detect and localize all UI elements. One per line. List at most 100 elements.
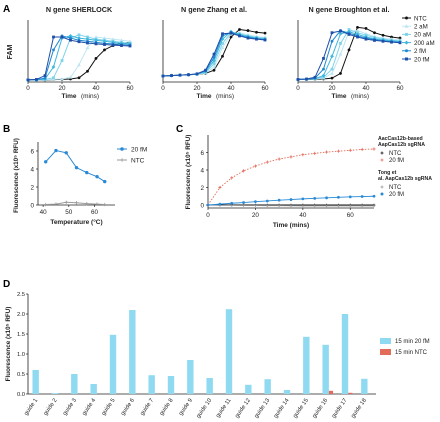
a3-point-5-9	[373, 39, 376, 42]
a1-point-4-5	[69, 36, 72, 40]
d-bar-0-7	[167, 376, 175, 394]
a3-point-5-5	[339, 29, 342, 33]
d-xtick-label-17: guide 18	[350, 398, 368, 420]
d-ytick-label-4: 2.0	[17, 312, 25, 318]
a1-point-2-7	[86, 35, 89, 39]
c-point-3-2	[230, 201, 234, 205]
c-point-1-3	[241, 169, 246, 173]
a3-point-2-4	[330, 67, 334, 71]
b-point-0-2	[64, 151, 68, 155]
c-point-1-8	[301, 153, 305, 157]
d-xtick-label-3: guide 4	[81, 397, 97, 417]
a1-xlabel: Time	[61, 93, 76, 100]
c-point-2-10	[325, 204, 328, 208]
a1-ylabel: FAM	[7, 44, 14, 59]
a-legend-label-1: 2 aM	[414, 24, 428, 31]
a1-point-1-4	[60, 77, 64, 81]
d-xtick-label-0: guide 1	[23, 398, 39, 417]
d-xtick-label-15: guide 16	[312, 398, 330, 420]
a3-point-0-7	[356, 25, 359, 29]
d-bar-0-10	[225, 309, 233, 394]
d-ytick-label-0: 0.0	[17, 392, 25, 398]
d-bar-0-5	[129, 310, 136, 394]
d-bar-0-2	[71, 374, 78, 394]
c-point-2-8	[301, 204, 305, 208]
d-bar-0-0	[32, 370, 39, 394]
d-xtick-label-7: guide 8	[159, 398, 175, 417]
d-bar-0-12	[264, 379, 271, 394]
a3-point-2-5	[339, 42, 342, 45]
a1-point-0-6	[77, 76, 81, 80]
c-point-1-14	[372, 147, 376, 151]
a1-point-5-9	[103, 43, 106, 46]
a3-series-line-2	[297, 28, 401, 80]
a2-point-5-4	[195, 72, 199, 76]
a-legend-label-3: 200 aM	[414, 40, 435, 47]
d-bar-0-4	[109, 334, 117, 394]
c-xtick-label-2: 40	[299, 212, 307, 219]
b-point-1-5	[95, 202, 99, 206]
c-point-1-4	[253, 164, 258, 168]
a3-point-1-4	[330, 71, 334, 75]
a-legend-marker-4	[405, 49, 408, 53]
a1-point-5-1	[35, 78, 38, 81]
a1-point-2-3	[52, 76, 55, 80]
a1-point-0-7	[86, 69, 89, 73]
a1-point-5-11	[120, 44, 123, 47]
a2-point-0-10	[246, 29, 250, 32]
d-xtick-label-5: guide 6	[120, 398, 136, 417]
d-bar-0-13	[283, 390, 291, 394]
c-ytick-label-3: 6	[200, 150, 204, 157]
a1-xtick-label-0: 0	[26, 85, 30, 92]
a1-point-5-10	[111, 43, 115, 47]
a3-point-0-10	[381, 33, 385, 37]
a3-point-5-8	[364, 37, 368, 41]
d-bar-0-6	[148, 375, 155, 394]
a2-point-0-12	[263, 31, 267, 35]
a1-point-0-9	[103, 48, 106, 52]
a1-point-4-2	[43, 76, 47, 80]
c-legend-marker-3	[380, 192, 384, 196]
a1-point-3-8	[94, 38, 98, 43]
a3-point-5-4	[330, 31, 334, 35]
a3-point-5-7	[356, 35, 359, 39]
c-legend-label-3: 20 fM	[389, 192, 404, 198]
b-point-0-3	[74, 165, 79, 170]
b-legend-label-0: 20 fM	[131, 146, 147, 153]
d-xtick-label-9: guide 10	[196, 398, 214, 420]
c-point-1-1	[218, 185, 222, 190]
c-point-2-11	[337, 204, 340, 208]
d-bar-0-14	[303, 336, 310, 394]
a-legend-marker-1	[404, 24, 409, 28]
c-point-3-12	[348, 195, 352, 199]
d-ytick-label-2: 1.0	[17, 352, 25, 358]
c-point-2-9	[313, 204, 317, 208]
a2-point-2-6	[212, 62, 216, 66]
a3-xlabel: Time	[331, 93, 346, 100]
a2-point-5-2	[178, 73, 182, 77]
c-point-1-12	[348, 148, 352, 152]
d-legend-swatch-0	[380, 338, 391, 344]
a2-xlabel: Time	[196, 93, 211, 100]
c-legend-marker-2	[380, 185, 384, 189]
a1-point-3-5	[68, 34, 73, 38]
a2-point-1-7	[220, 45, 225, 50]
a3-point-0-4	[330, 76, 334, 80]
c-point-1-9	[313, 151, 317, 155]
a3-title: N gene Broughton et al.	[308, 5, 389, 14]
a1-point-5-8	[94, 42, 98, 46]
c-ylabel: Fluorescence (x10⁵ RFU)	[185, 135, 192, 210]
c-point-3-1	[218, 202, 222, 206]
b-legend-marker-1	[120, 158, 124, 162]
c-xtick-label-3: 60	[347, 212, 355, 219]
a1-point-5-12	[128, 44, 132, 48]
b-ytick-label-0: 0	[30, 202, 34, 209]
d-xtick-label-12: guide 13	[254, 398, 272, 420]
a1-point-1-9	[102, 36, 107, 40]
b-point-0-4	[85, 170, 89, 175]
c-ytick-label-2: 4	[200, 167, 204, 174]
c-point-3-14	[372, 194, 376, 198]
a3-point-5-3	[322, 57, 325, 60]
a1-point-5-4	[60, 35, 64, 39]
